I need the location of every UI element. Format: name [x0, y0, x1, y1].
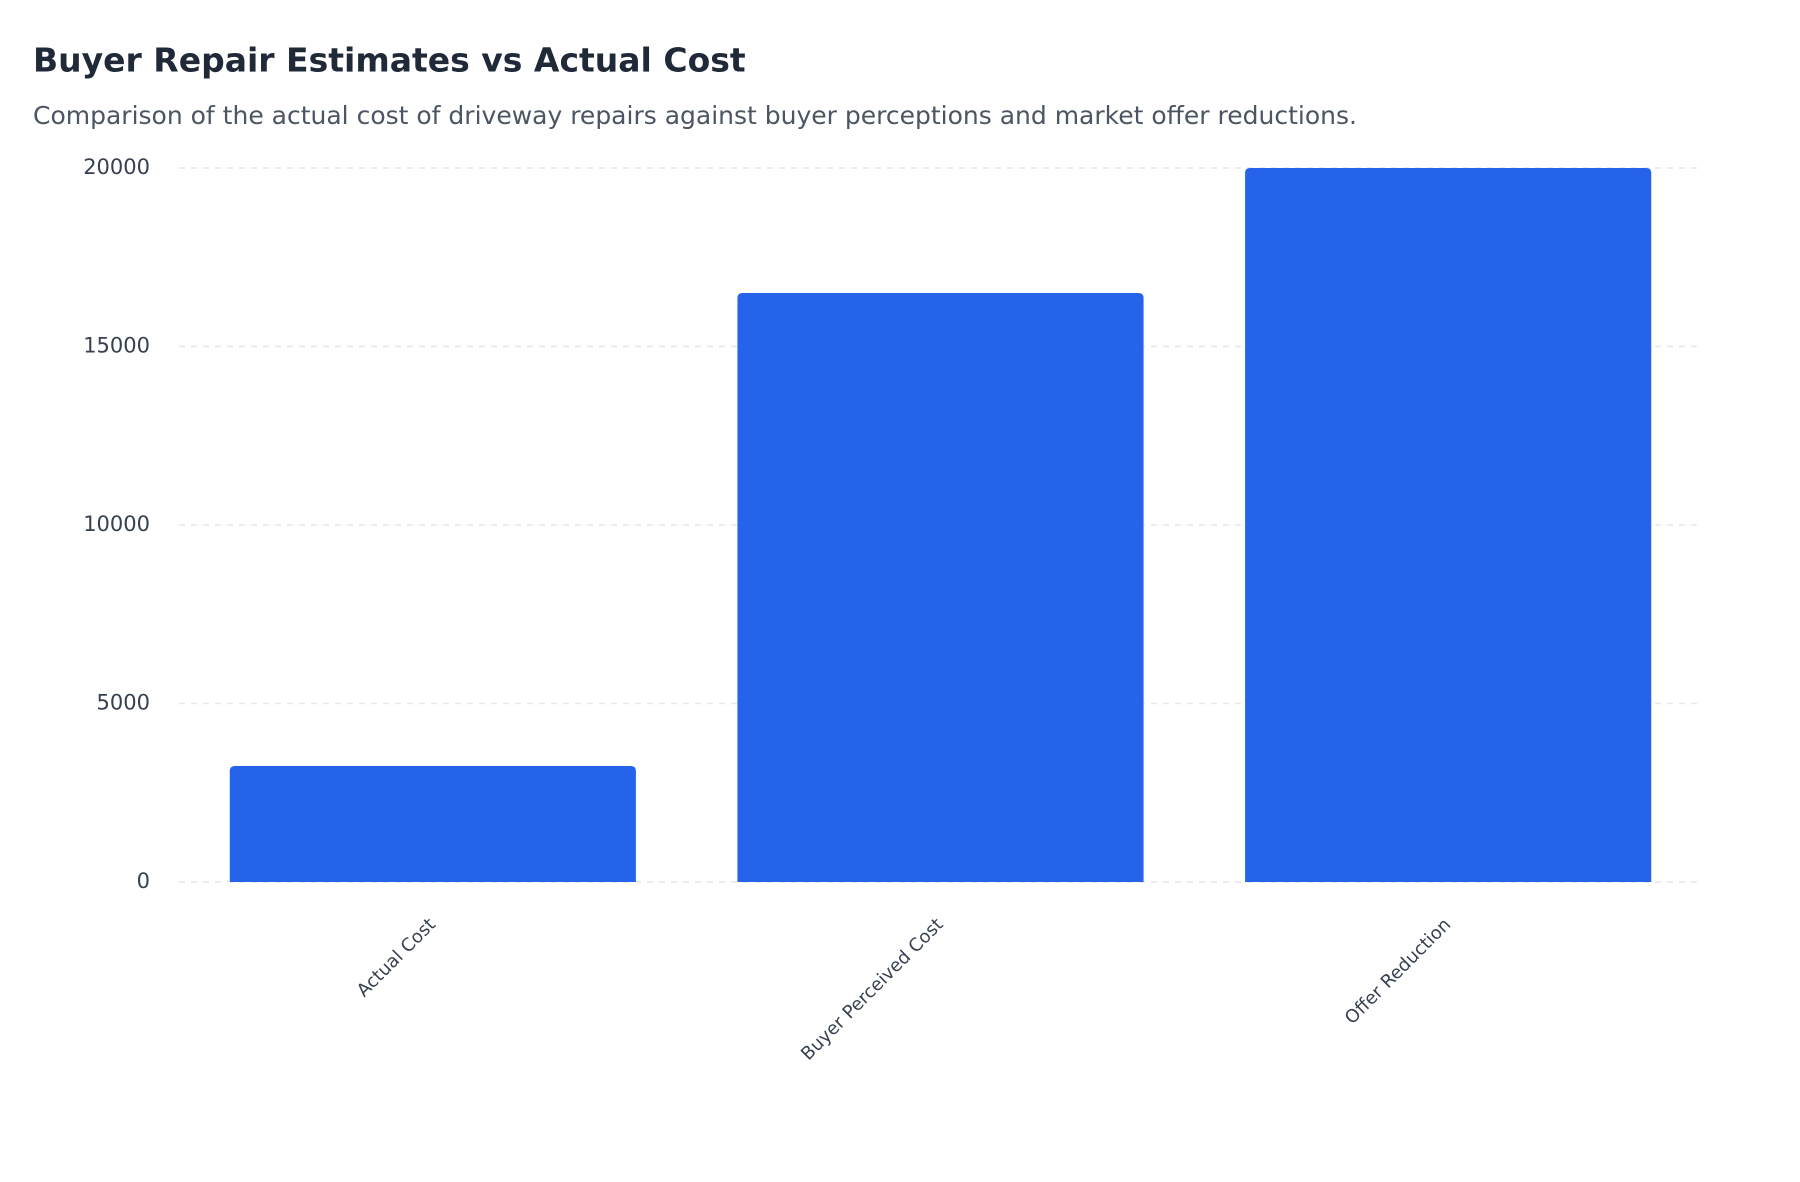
- x-tick-label: Buyer Perceived Cost: [797, 914, 947, 1064]
- y-tick-label: 20000: [83, 155, 150, 179]
- chart-title: Buyer Repair Estimates vs Actual Cost: [33, 41, 746, 80]
- bar: [1245, 168, 1652, 882]
- y-tick-label: 0: [137, 869, 150, 893]
- x-tick-label: Offer Reduction: [1341, 914, 1455, 1028]
- bar: [229, 765, 636, 882]
- y-tick-label: 5000: [97, 691, 150, 715]
- bar: [737, 292, 1144, 882]
- y-tick-label: 15000: [83, 334, 150, 358]
- chart-subtitle: Comparison of the actual cost of drivewa…: [33, 101, 1357, 130]
- y-tick-label: 10000: [83, 512, 150, 536]
- x-tick-label: Actual Cost: [353, 914, 440, 1001]
